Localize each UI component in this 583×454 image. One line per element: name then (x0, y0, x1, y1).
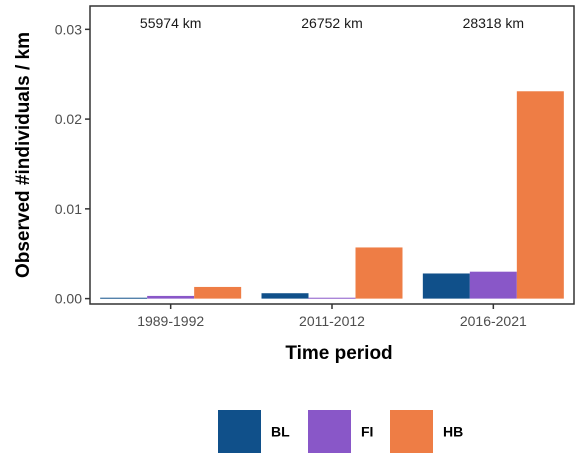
plot-panel (89, 5, 575, 305)
x-tick-label: 2011-2012 (299, 313, 365, 329)
legend: BL FI HB (218, 410, 463, 453)
bar-fi-2016-2021 (469, 271, 517, 299)
distance-label: 26752 km (301, 15, 362, 31)
y-tick-label: 0.01 (55, 201, 82, 217)
legend-swatch-hb (390, 410, 433, 453)
legend-swatch-fi (308, 410, 351, 453)
period-distance-labels: 55974 km 26752 km 28318 km (140, 15, 524, 31)
legend-label-bl: BL (271, 424, 290, 440)
bar-bl-2016-2021 (422, 273, 470, 299)
bar-hb-2011-2012 (355, 247, 403, 299)
bar-fi-2011-2012 (308, 297, 356, 299)
distance-label: 55974 km (140, 15, 201, 31)
bar-hb-1989-1992 (194, 286, 242, 299)
x-axis-title: Time period (285, 343, 392, 364)
x-axis: 1989-1992 2011-2012 2016-2021 (137, 304, 527, 329)
y-tick-label: 0.00 (55, 291, 82, 307)
bar-layer (100, 91, 564, 299)
legend-label-fi: FI (361, 424, 373, 440)
bar-bl-1989-1992 (100, 297, 148, 299)
x-tick-label: 1989-1992 (137, 313, 204, 329)
legend-swatch-bl (218, 410, 261, 453)
legend-label-hb: HB (443, 424, 463, 440)
y-axis-title: Observed #individuals / km (13, 32, 34, 278)
bar-bl-2011-2012 (261, 293, 309, 299)
bar-hb-2016-2021 (516, 91, 564, 299)
y-tick-label: 0.03 (55, 21, 82, 37)
bar-fi-1989-1992 (147, 295, 195, 299)
y-axis: 0.00 0.01 0.02 0.03 (55, 21, 90, 307)
x-tick-label: 2016-2021 (460, 313, 527, 329)
y-tick-label: 0.02 (55, 111, 82, 127)
distance-label: 28318 km (463, 15, 524, 31)
